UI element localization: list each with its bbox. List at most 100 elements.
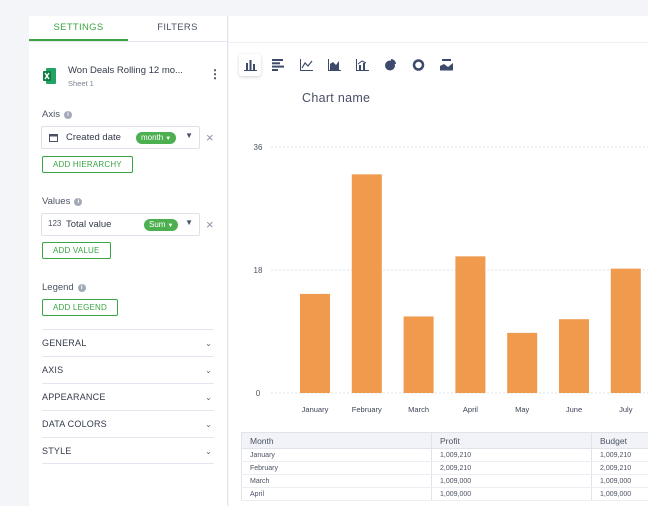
table-cell: 2,009,210 [431, 461, 592, 475]
add-legend-button[interactable]: ADD LEGEND [42, 299, 119, 316]
x-tick-label: July [619, 405, 633, 414]
horizontal-bar-button[interactable] [267, 54, 289, 76]
bar[interactable] [403, 316, 434, 393]
accordion-appearance[interactable]: APPEARANCE ⌄ [42, 383, 214, 410]
tab-filters[interactable]: FILTERS [157, 22, 198, 33]
chevron-down-icon: ⌄ [205, 393, 212, 402]
number-chart-icon [439, 59, 453, 71]
bar[interactable] [559, 319, 589, 393]
accordion-data-colors[interactable]: DATA COLORS ⌄ [42, 410, 214, 437]
settings-panel: SETTINGS FILTERS Won Deals Rolling 12 mo… [29, 16, 228, 506]
bar-chart-icon [243, 60, 257, 71]
x-tick-label: February [352, 405, 382, 414]
more-options-icon[interactable]: ⋮ [209, 67, 221, 81]
table-cell: February [241, 461, 432, 475]
tab-settings[interactable]: SETTINGS [29, 16, 128, 41]
dropdown-caret-icon[interactable]: ▼ [185, 218, 193, 227]
bar[interactable] [455, 256, 486, 393]
bar[interactable] [507, 332, 538, 393]
y-tick-label: 0 [256, 389, 261, 398]
table-row: April 1,009,000 1,009,000 [241, 487, 648, 501]
axis-pill[interactable]: month ▼ [136, 132, 177, 144]
table-cell: April [241, 487, 432, 501]
table-cell: 1,009,000 [431, 474, 592, 488]
bar[interactable] [300, 293, 330, 393]
donut-chart-button[interactable] [407, 54, 429, 76]
legend-label: Legend [42, 282, 74, 293]
accordion-label: AXIS [42, 365, 64, 375]
accordion-label: APPEARANCE [42, 392, 106, 402]
accordion-label: DATA COLORS [42, 419, 107, 429]
values-pill[interactable]: Sum ▼ [144, 219, 179, 231]
combo-chart-button[interactable] [351, 54, 373, 76]
x-tick-label: May [515, 405, 529, 414]
remove-value-icon[interactable]: × [206, 217, 214, 232]
data-source[interactable]: Won Deals Rolling 12 mo... Sheet 1 ⋮ [41, 64, 221, 90]
table-cell: 1,009,000 [591, 474, 648, 488]
bar[interactable] [610, 268, 641, 393]
y-tick-label: 18 [254, 266, 263, 275]
legend-section-label: Legend i [42, 282, 86, 293]
chevron-down-icon: ⌄ [205, 447, 212, 456]
chart-topbar [229, 16, 648, 43]
bar-chart-button[interactable] [239, 54, 261, 76]
data-table: Month Profit Budget January 1,009,210 1,00… [241, 432, 648, 501]
table-cell: 1,009,210 [431, 448, 592, 462]
number-chart-button[interactable] [435, 54, 457, 76]
info-icon[interactable]: i [77, 283, 86, 292]
add-hierarchy-button[interactable]: ADD HIERARCHY [42, 156, 133, 173]
line-chart-button[interactable] [295, 54, 317, 76]
accordion-axis[interactable]: AXIS ⌄ [42, 356, 214, 383]
source-name: Won Deals Rolling 12 mo... [68, 65, 183, 76]
chevron-down-icon: ⌄ [205, 420, 212, 429]
left-gutter [0, 0, 13, 506]
table-cell: 1,009,000 [431, 487, 592, 501]
column-header[interactable]: Month [241, 432, 432, 449]
values-pill-label: Sum [149, 220, 166, 229]
accordion-general[interactable]: GENERAL ⌄ [42, 329, 214, 356]
top-gap [13, 0, 648, 16]
values-label: Values [42, 196, 71, 207]
y-tick-label: 36 [254, 143, 263, 152]
calendar-icon [49, 134, 58, 142]
area-chart-button[interactable] [323, 54, 345, 76]
settings-accordion: GENERAL ⌄ AXIS ⌄ APPEARANCE ⌄ DATA COLORS ⌄ … [42, 329, 214, 464]
table-row: February 2,009,210 2,009,210 [241, 461, 648, 475]
caret-down-icon: ▼ [167, 223, 174, 229]
dropdown-caret-icon[interactable]: ▼ [185, 131, 193, 140]
bar-chart: 0 18 36 January February March April May June Jul… [254, 143, 648, 414]
axis-pill-label: month [141, 133, 164, 142]
pie-chart-button[interactable] [379, 54, 401, 76]
area-chart-icon [327, 59, 341, 71]
x-tick-label: January [302, 405, 329, 414]
chart-type-toolbar [239, 54, 457, 76]
values-section-label: Values i [42, 196, 83, 207]
values-field-label: Total value [66, 219, 112, 230]
caret-down-icon: ▼ [165, 136, 172, 142]
add-value-button[interactable]: ADD VALUE [42, 242, 111, 259]
info-icon[interactable]: i [74, 197, 83, 206]
source-sheet: Sheet 1 [68, 79, 94, 88]
accordion-style[interactable]: STYLE ⌄ [42, 437, 214, 464]
axis-labels: 0 18 36 January February March April May June Jul… [254, 143, 633, 414]
column-header[interactable]: Profit [431, 432, 592, 449]
accordion-label: GENERAL [42, 338, 87, 348]
bar[interactable] [351, 174, 382, 393]
x-tick-label: April [463, 405, 478, 414]
chart-area [229, 16, 648, 506]
axis-field[interactable]: Created date month ▼ ▼ [41, 126, 200, 149]
axis-field-label: Created date [66, 132, 121, 143]
column-header[interactable]: Budget [591, 432, 648, 449]
combo-chart-icon [355, 59, 369, 71]
x-tick-label: June [566, 405, 582, 414]
info-icon[interactable]: i [63, 110, 72, 119]
table-cell: March [241, 474, 432, 488]
table-cell: 1,009,210 [591, 448, 648, 462]
table-cell: January [241, 448, 432, 462]
chart-title: Chart name [302, 91, 371, 105]
remove-axis-icon[interactable]: × [206, 130, 214, 145]
panel-tabs: SETTINGS FILTERS [29, 16, 227, 42]
values-field[interactable]: 123 Total value Sum ▼ ▼ [41, 213, 200, 236]
accordion-label: STYLE [42, 446, 72, 456]
chevron-down-icon: ⌄ [205, 366, 212, 375]
